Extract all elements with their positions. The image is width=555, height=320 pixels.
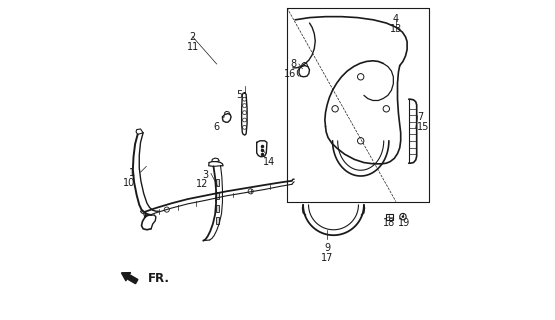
Bar: [410, 148, 416, 154]
Text: 7: 7: [417, 112, 423, 122]
Text: 13: 13: [390, 24, 402, 34]
Text: 9: 9: [324, 243, 330, 253]
Text: 19: 19: [398, 218, 410, 228]
Text: 8: 8: [291, 59, 297, 69]
Bar: [216, 205, 219, 212]
Text: 14: 14: [263, 157, 275, 167]
Text: 11: 11: [186, 42, 199, 52]
Text: 15: 15: [417, 122, 429, 132]
Text: 10: 10: [123, 178, 135, 188]
Text: 1: 1: [129, 168, 135, 178]
Text: 17: 17: [321, 253, 334, 263]
Bar: [410, 109, 416, 115]
FancyArrow shape: [122, 273, 138, 284]
Bar: [410, 134, 416, 141]
Text: 18: 18: [384, 218, 396, 228]
Text: 16: 16: [285, 69, 297, 79]
Bar: [216, 179, 219, 186]
Text: 4: 4: [393, 14, 399, 24]
Text: 12: 12: [196, 179, 209, 189]
Text: 5: 5: [236, 90, 243, 100]
Bar: [386, 214, 393, 220]
Bar: [410, 122, 416, 128]
Text: 6: 6: [214, 122, 220, 132]
Text: 2: 2: [190, 32, 196, 42]
Text: FR.: FR.: [148, 272, 170, 285]
Bar: [216, 192, 219, 199]
Text: 3: 3: [203, 170, 209, 180]
Circle shape: [402, 215, 404, 218]
Bar: [216, 217, 219, 224]
